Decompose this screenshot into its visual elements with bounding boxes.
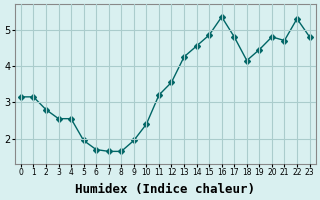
X-axis label: Humidex (Indice chaleur): Humidex (Indice chaleur) (75, 183, 255, 196)
